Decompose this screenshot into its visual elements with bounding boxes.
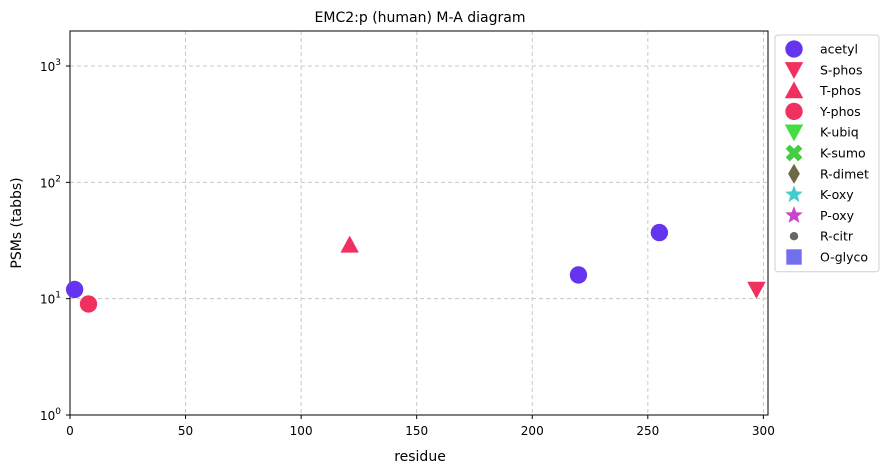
- data-point-acetyl: [650, 223, 669, 242]
- x-tick-label: 250: [636, 424, 659, 438]
- y-axis-label: PSMs (tabbs): [9, 177, 25, 268]
- legend-label: acetyl: [820, 42, 858, 57]
- legend-marker-R-dimet: [788, 163, 800, 184]
- legend-marker-O-glyco: [786, 249, 802, 265]
- legend-marker-K-oxy: [785, 185, 803, 203]
- legend-marker-T-phos: [784, 81, 804, 99]
- legend-label: S-phos: [820, 62, 862, 77]
- data-point-acetyl: [65, 280, 84, 299]
- legend-label: K-sumo: [820, 146, 866, 161]
- grid: [70, 31, 768, 415]
- x-axis-label: residue: [394, 449, 446, 465]
- plot-frame: [69, 30, 769, 416]
- legend-label: K-ubiq: [820, 125, 859, 140]
- data-point-T-phos: [340, 235, 359, 253]
- y-tick-label: 102: [40, 174, 61, 190]
- legend-label: Y-phos: [819, 104, 861, 119]
- legend-label: R-citr: [820, 229, 854, 244]
- x-tick-label: 100: [290, 424, 313, 438]
- x-tick-label: 50: [178, 424, 193, 438]
- chart-title: EMC2:p (human) M-A diagram: [315, 10, 526, 26]
- legend-marker-K-ubiq: [784, 124, 804, 142]
- x-tick-label: 200: [521, 424, 544, 438]
- legend-label: O-glyco: [820, 250, 868, 265]
- legend-label: T-phos: [819, 83, 861, 98]
- legend-marker-S-phos: [784, 62, 804, 80]
- x-tick-label: 0: [66, 424, 74, 438]
- x-tick-label: 300: [752, 424, 775, 438]
- legend-label: P-oxy: [820, 208, 855, 223]
- legend-marker-K-sumo: [785, 144, 803, 162]
- data-point-acetyl: [569, 266, 588, 284]
- legend-marker-acetyl: [785, 40, 803, 58]
- legend-label: K-oxy: [820, 187, 854, 202]
- axes: 0 50 100 150 200 250 300 100 101 102 103: [40, 30, 775, 438]
- y-tick-label: 101: [40, 291, 61, 307]
- data-point-S-phos: [747, 281, 766, 299]
- legend-marker-P-oxy: [785, 206, 803, 223]
- data-points: [65, 223, 766, 313]
- legend-label: R-dimet: [820, 166, 869, 181]
- y-tick-label: 103: [40, 58, 61, 74]
- y-tick-label: 100: [40, 407, 61, 423]
- legend: acetyl S-phos T-phos Y-phos K-ubiq K-sumo R-di…: [774, 34, 880, 273]
- data-point-Y-phos: [79, 295, 98, 313]
- x-tick-label: 150: [405, 424, 428, 438]
- legend-marker-Y-phos: [785, 102, 803, 121]
- legend-marker-R-citr: [789, 232, 799, 241]
